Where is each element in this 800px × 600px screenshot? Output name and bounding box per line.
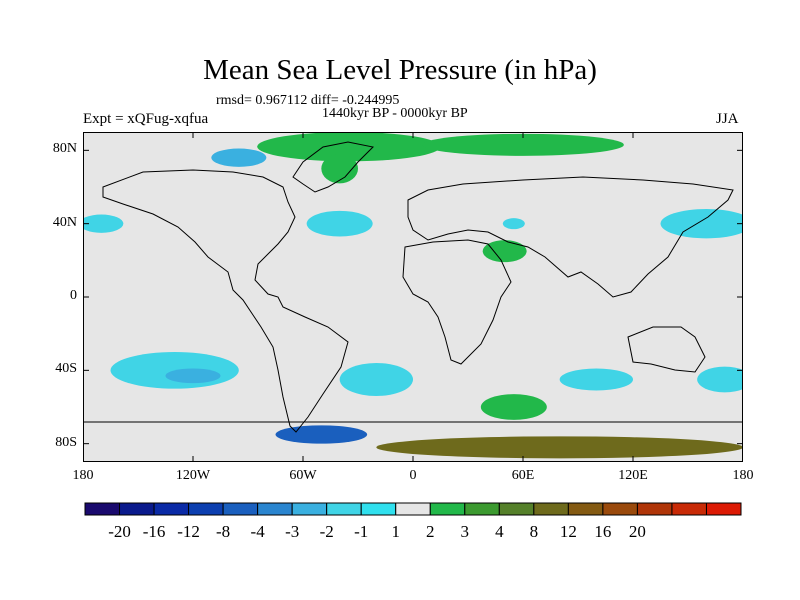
colorbar-box xyxy=(498,502,535,516)
colorbar-level-label: -4 xyxy=(251,522,266,541)
australia-coastline xyxy=(627,326,706,373)
africa-coastline xyxy=(402,239,512,365)
anomaly-greenland-positive xyxy=(321,154,358,184)
anomaly-antarctica-positive xyxy=(376,436,743,459)
colorbar-level-label: 12 xyxy=(560,522,577,541)
anomaly-west-pacific-negative xyxy=(660,209,743,239)
anomaly-fields xyxy=(83,132,743,459)
colorbar-level-label: -16 xyxy=(143,522,166,541)
anomaly-weddell-negative xyxy=(275,425,368,444)
anomaly-south-pacific-core-negative xyxy=(165,368,221,384)
colorbar-box xyxy=(671,502,707,516)
colorbar-box xyxy=(360,502,397,516)
anomaly-north-atlantic-negative xyxy=(306,210,373,237)
colorbar-level-label: 3 xyxy=(461,522,470,541)
colorbar-box xyxy=(153,502,190,516)
experiment-label: Expt = xQFug-xqfua xyxy=(83,111,209,127)
colorbar-boxes xyxy=(84,502,742,516)
lon-tick-label: 180 xyxy=(732,468,754,483)
coastlines xyxy=(83,141,743,433)
lat-tick-label: 80S xyxy=(55,434,77,450)
colorbar-box xyxy=(222,502,259,516)
colorbar-level-label: -12 xyxy=(177,522,200,541)
time-period-label: 1440kyr BP - 0000kyr BP xyxy=(322,106,468,121)
colorbar-level-label: -2 xyxy=(320,522,334,541)
colorbar-box xyxy=(395,502,431,516)
colorbar-level-label: 4 xyxy=(495,522,504,541)
americas-coastline xyxy=(102,169,349,433)
colorbar: -20 -16 -12 -8 -4 -3 -2 -1 1 2 3 4 8 12 16 20 xyxy=(84,502,742,541)
anomaly-east-pacific-negative xyxy=(83,214,124,233)
eurasia-coastline xyxy=(407,176,734,298)
anomaly-south-indian-negative xyxy=(559,368,633,391)
lon-tick-label: 60E xyxy=(511,468,535,483)
colorbar-level-label: 16 xyxy=(594,522,611,541)
colorbar-box xyxy=(291,502,328,516)
lon-tick-label: 60W xyxy=(289,468,317,483)
colorbar-level-label: 8 xyxy=(530,522,539,541)
colorbar-box xyxy=(84,502,121,516)
anomaly-arabia-positive xyxy=(482,240,527,263)
colorbar-box xyxy=(188,502,224,516)
colorbar-box xyxy=(567,502,604,516)
rmsd-diff-stats: rmsd= 0.967112 diff= -0.244995 xyxy=(216,93,400,108)
colorbar-level-label: 1 xyxy=(391,522,400,541)
greenland-coastline xyxy=(292,141,375,193)
map-plot xyxy=(83,132,743,462)
axis-ticks xyxy=(83,132,743,462)
colorbar-level-label: -8 xyxy=(216,522,230,541)
colorbar-level-label: -20 xyxy=(108,522,131,541)
season-label: JJA xyxy=(716,111,739,127)
colorbar-box xyxy=(705,502,742,516)
colorbar-box xyxy=(257,502,293,516)
colorbar-box xyxy=(429,502,466,516)
colorbar-level-label: 20 xyxy=(629,522,646,541)
anomaly-north-siberia-positive xyxy=(422,133,624,156)
colorbar-level-label: -3 xyxy=(285,522,299,541)
colorbar-box xyxy=(636,502,673,516)
colorbar-box xyxy=(464,502,500,516)
colorbar-box xyxy=(602,502,638,516)
anomaly-south-indian-positive xyxy=(480,394,547,420)
lat-tick-label: 40N xyxy=(52,214,77,230)
colorbar-box xyxy=(533,502,569,516)
lat-tick-label: 80N xyxy=(52,141,77,157)
colorbar-box xyxy=(119,502,155,516)
colorbar-level-label: 2 xyxy=(426,522,435,541)
anomaly-south-pacific-negative xyxy=(110,352,239,389)
colorbar-box xyxy=(326,502,362,516)
lon-tick-label: 180 xyxy=(72,468,94,483)
lon-tick-label: 0 xyxy=(409,468,417,483)
colorbar-labels: -20 -16 -12 -8 -4 -3 -2 -1 1 2 3 4 8 12 16 20 xyxy=(108,522,646,541)
colorbar-level-label: -1 xyxy=(354,522,368,541)
anomaly-caspian-negative xyxy=(502,218,525,230)
lat-tick-label: 0 xyxy=(70,288,77,303)
anomaly-north-atlantic-positive xyxy=(257,132,441,162)
lon-tick-label: 120W xyxy=(175,468,211,483)
lon-tick-label: 120E xyxy=(618,468,648,483)
anomaly-tasman-negative xyxy=(697,366,743,393)
lat-tick-label: 40S xyxy=(55,361,77,377)
anomaly-south-atlantic-negative xyxy=(339,363,414,396)
map-background xyxy=(83,132,743,462)
chart-title: Mean Sea Level Pressure (in hPa) xyxy=(203,54,597,86)
anomaly-arctic-canada-negative xyxy=(211,148,267,167)
